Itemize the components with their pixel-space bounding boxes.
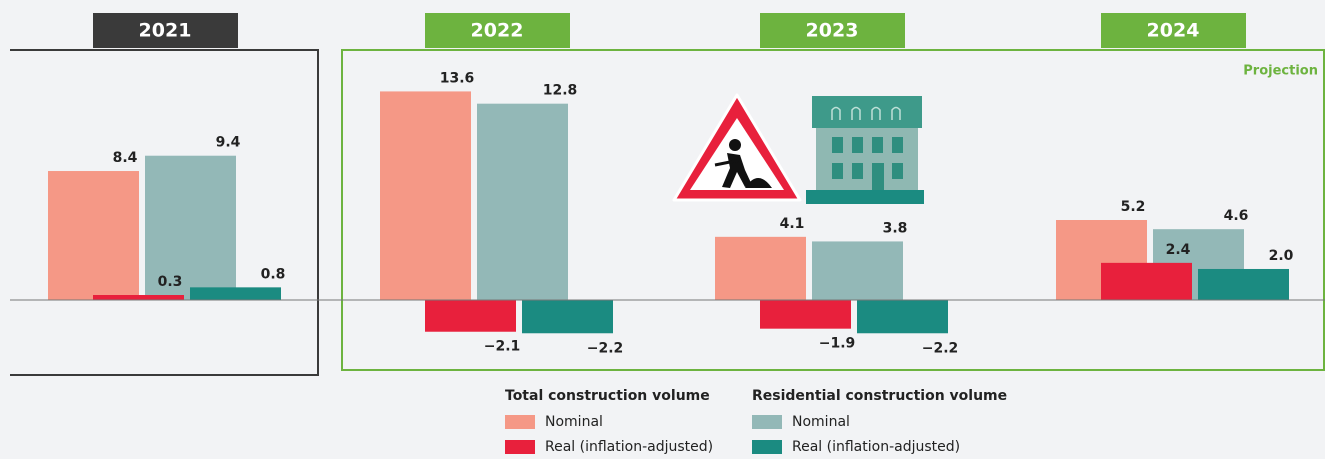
- legend-label: Nominal: [792, 414, 850, 430]
- bar: [425, 299, 516, 332]
- value-label: 9.4: [216, 135, 241, 151]
- bar: [857, 299, 948, 334]
- bar: [190, 287, 281, 300]
- bar: [522, 299, 613, 334]
- value-label: 13.6: [440, 70, 475, 86]
- year-header: [93, 13, 238, 48]
- legend-swatch: [505, 440, 535, 454]
- year-label: 2021: [139, 20, 192, 42]
- value-label: 0.3: [158, 274, 183, 290]
- building-icon: [806, 96, 924, 204]
- bar: [1198, 268, 1289, 300]
- bar: [145, 155, 236, 300]
- year-header: [425, 13, 570, 48]
- value-label: 8.4: [113, 150, 138, 166]
- value-label: 12.8: [543, 83, 578, 99]
- legend-title: Residential construction volume: [752, 388, 1007, 404]
- year-label: 2022: [471, 20, 524, 42]
- value-label: 0.8: [261, 266, 286, 282]
- value-label: −2.2: [922, 340, 959, 356]
- value-label: 5.2: [1121, 199, 1146, 215]
- bar: [812, 241, 903, 300]
- bar: [48, 171, 139, 300]
- construction-icon: [672, 93, 802, 202]
- legend-title: Total construction volume: [505, 388, 710, 404]
- bar: [380, 91, 471, 300]
- projection-label: Projection: [1243, 64, 1318, 79]
- value-label: 4.6: [1224, 208, 1249, 224]
- legend-label: Real (inflation-adjusted): [545, 439, 713, 455]
- bar: [760, 299, 851, 329]
- value-label: −2.2: [587, 340, 624, 356]
- bar: [1101, 262, 1192, 300]
- value-label: −1.9: [819, 336, 856, 352]
- frame-projection: [341, 49, 1325, 371]
- year-header: [760, 13, 905, 48]
- legend-label: Real (inflation-adjusted): [792, 439, 960, 455]
- bar: [93, 295, 184, 300]
- value-label: 2.0: [1269, 248, 1294, 264]
- frame-actual: [10, 49, 319, 376]
- year-header: [1101, 13, 1246, 48]
- legend-swatch: [505, 415, 535, 429]
- value-label: 4.1: [780, 216, 805, 232]
- legend-swatch: [752, 415, 782, 429]
- legend-label: Nominal: [545, 414, 603, 430]
- value-label: 3.8: [883, 220, 908, 236]
- value-label: −2.1: [484, 339, 521, 355]
- year-label: 2024: [1147, 20, 1200, 42]
- year-label: 2023: [806, 20, 859, 42]
- legend-swatch: [752, 440, 782, 454]
- bar: [477, 103, 568, 300]
- value-label: 2.4: [1166, 242, 1191, 258]
- bar: [715, 236, 806, 300]
